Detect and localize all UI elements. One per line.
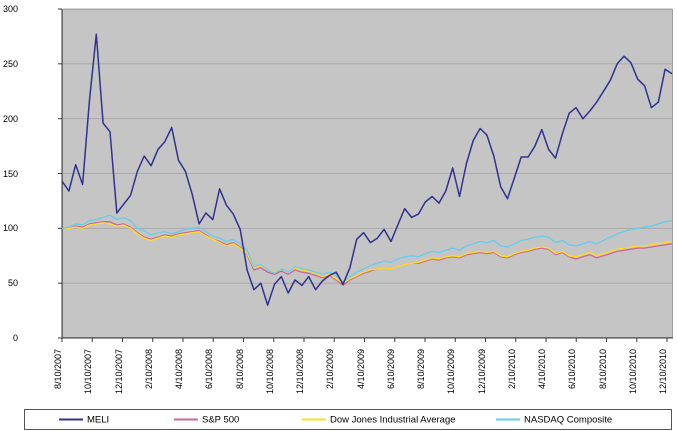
series-line-nasdaq-composite: [61, 214, 673, 283]
x-axis-label: 4/10/2010: [537, 349, 547, 390]
x-axis-label: 4/10/2008: [174, 349, 184, 390]
series-line-dow-jones-industrial-average: [62, 222, 673, 284]
legend-label: NASDAQ Composite: [524, 413, 613, 425]
x-axis-label: 10/10/2008: [264, 349, 275, 395]
x-axis-label: 12/10/2007: [113, 349, 124, 395]
y-axis-label: 300: [2, 4, 18, 14]
x-axis-label: 8/10/2009: [416, 349, 426, 390]
x-axis-label: 2/10/2010: [506, 349, 517, 390]
legend-label: S&P 500: [202, 413, 240, 425]
x-axis-label: 6/10/2009: [385, 349, 396, 390]
legend-item-meli: MELI: [59, 414, 109, 425]
x-axis-label: 12/10/2009: [476, 349, 487, 395]
legend-item-dow-jones-industrial-average: Dow Jones Industrial Average: [302, 414, 456, 425]
x-axis-label: 2/10/2008: [143, 349, 154, 390]
y-axis-label: 250: [2, 58, 18, 69]
legend-line-swatch: [496, 418, 520, 421]
y-axis-label: 100: [2, 223, 18, 234]
legend-line-swatch: [302, 418, 326, 421]
series-line-meli: [61, 33, 673, 306]
legend-label: Dow Jones Industrial Average: [330, 413, 456, 425]
x-axis-label: 10/10/2007: [83, 349, 94, 395]
y-axis-label: 0: [12, 333, 18, 343]
y-axis-label: 200: [2, 113, 18, 124]
x-axis-label: 4/10/2009: [355, 349, 366, 390]
chart-legend: MELI S&P 500 Dow Jones Industrial Average N…: [24, 409, 672, 430]
series-line-s-p-500: [62, 221, 673, 287]
legend-label: MELI: [87, 413, 110, 425]
x-axis-label: 2/10/2009: [325, 349, 336, 390]
x-axis-label: 8/10/2010: [597, 349, 608, 390]
y-axis-label: 150: [2, 168, 18, 179]
x-axis-label: 6/10/2008: [204, 349, 215, 390]
legend-line-swatch: [59, 418, 83, 421]
x-axis-label: 12/10/2010: [658, 349, 668, 395]
x-axis-label: 12/10/2008: [295, 349, 305, 395]
legend-item-s-p-500: S&P 500: [174, 414, 239, 425]
legend-line-swatch: [174, 418, 198, 421]
legend-item-nasdaq-composite: NASDAQ Composite: [496, 414, 612, 425]
x-axis-label: 8/10/2008: [234, 349, 245, 390]
x-axis-label: 10/10/2009: [446, 349, 457, 395]
x-axis-label: 10/10/2010: [627, 349, 638, 395]
x-axis-label: 6/10/2010: [567, 349, 578, 390]
x-axis-label: 8/10/2007: [53, 349, 63, 390]
y-axis-label: 50: [7, 278, 18, 289]
